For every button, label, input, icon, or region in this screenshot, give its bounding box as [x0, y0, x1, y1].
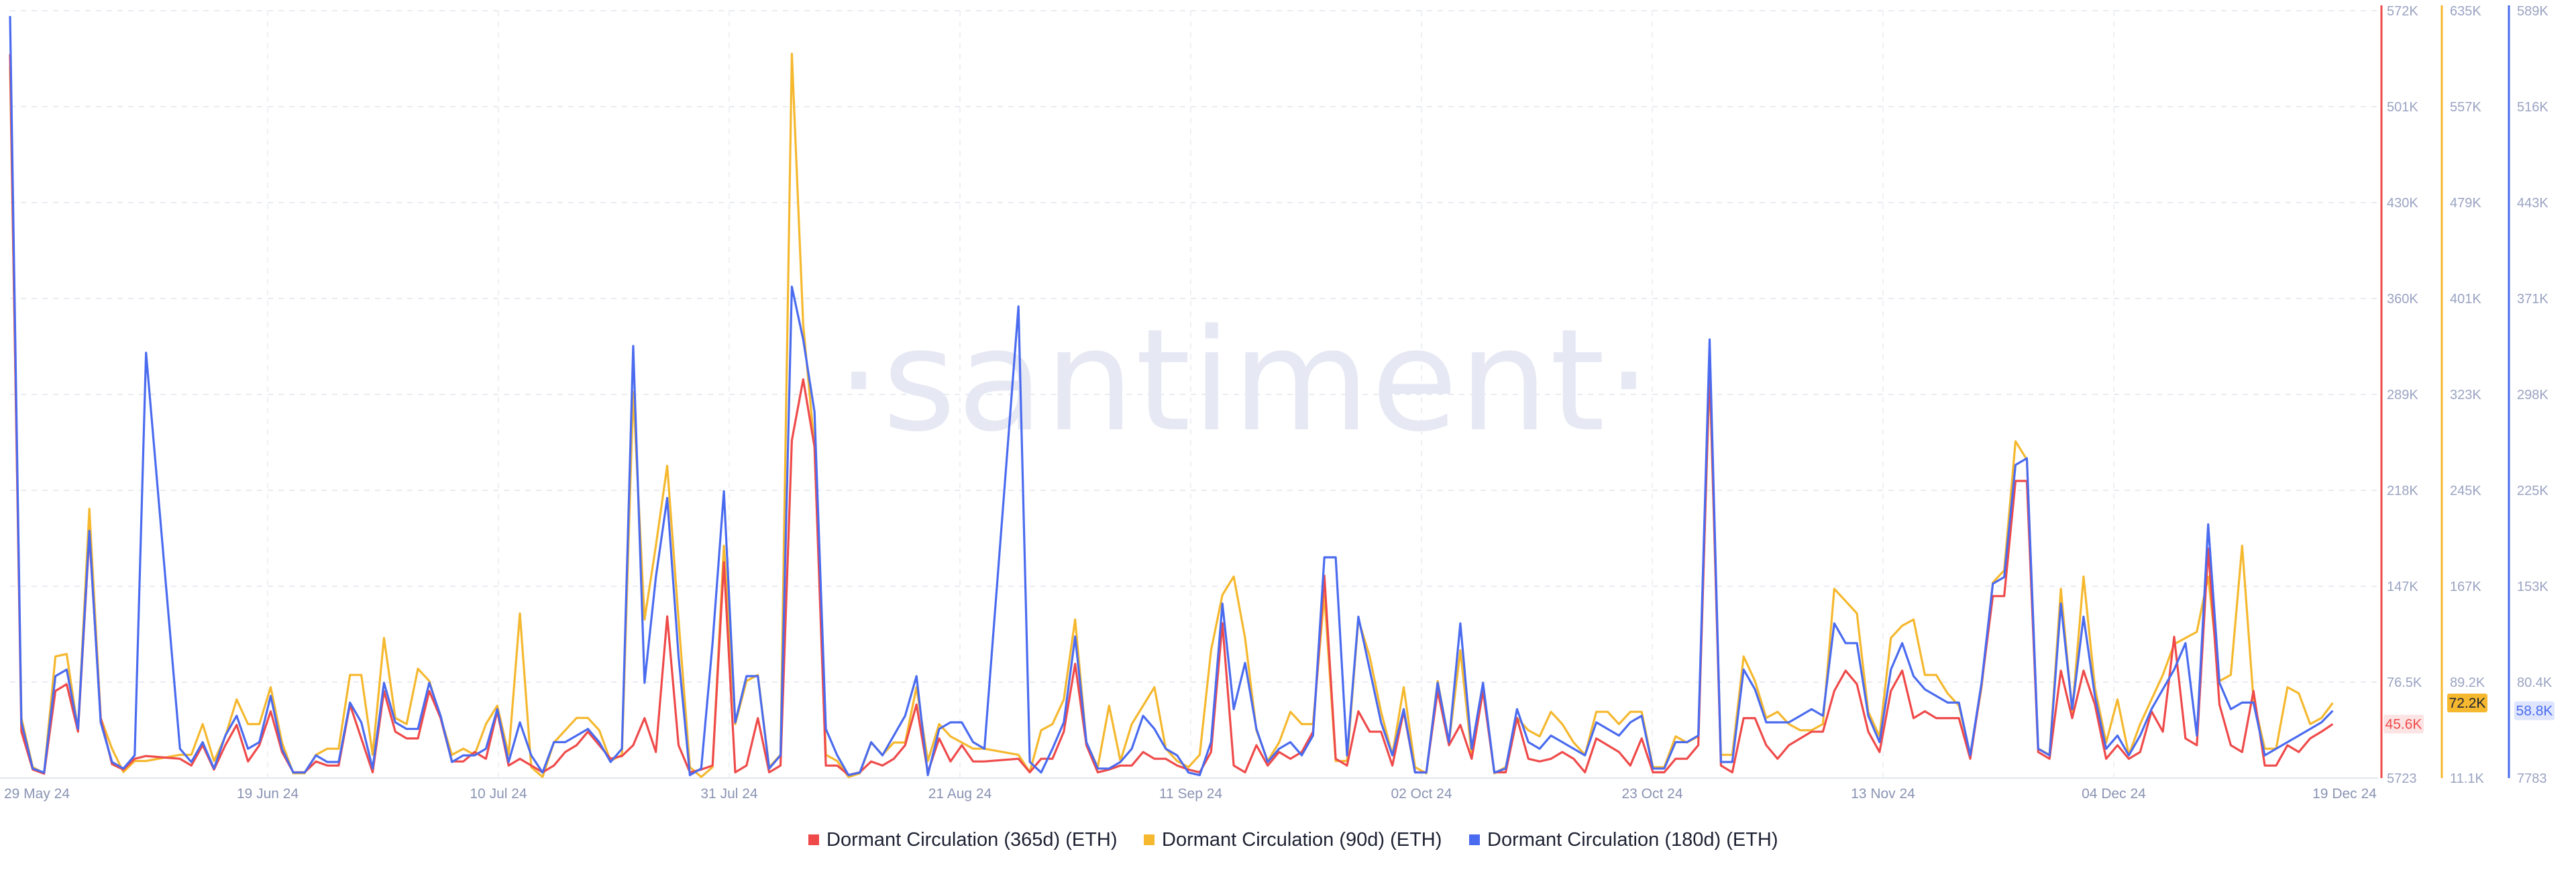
y-tick-label: 557K [2450, 100, 2481, 115]
legend-swatch [1144, 834, 1155, 845]
x-tick-label: 10 Jul 24 [470, 786, 527, 802]
y-tick-label: 218K [2387, 484, 2418, 498]
legend-swatch [808, 834, 819, 845]
y-tick-label: 430K [2387, 196, 2418, 211]
y-tick-label: 516K [2517, 100, 2548, 115]
last-value-badge [2514, 701, 2555, 720]
x-tick-label: 23 Oct 24 [1621, 786, 1682, 802]
y-tick-label: 89.2K [2450, 675, 2485, 690]
y-tick-label: 245K [2450, 484, 2481, 498]
x-tick-label: 21 Aug 24 [928, 786, 992, 802]
last-value-label: 45.6K [2385, 716, 2422, 732]
x-tick-label: 19 Jun 24 [237, 786, 299, 802]
x-tick-label: 11 Sep 24 [1159, 786, 1223, 802]
y-tick-label: 371K [2517, 292, 2548, 307]
x-tick-label: 02 Oct 24 [1391, 786, 1452, 802]
x-tick-label: 29 May 24 [4, 786, 70, 802]
y-tick-label: 401K [2450, 292, 2481, 307]
y-tick-label: 443K [2517, 196, 2548, 211]
last-value-badge [2383, 714, 2424, 734]
y-tick-label: 289K [2387, 388, 2418, 402]
y-tick-label: 589K [2517, 4, 2548, 19]
y-tick-label: 11.1K [2450, 771, 2484, 786]
y-tick-label: 635K [2450, 4, 2481, 19]
y-tick-label: 225K [2517, 484, 2548, 498]
axes: 29 May 24 19 Jun 24 10 Jul 24 31 Jul 24 21 A… [4, 4, 2553, 802]
x-tick-label: 04 Dec 24 [2082, 786, 2146, 802]
series-line [9, 15, 2334, 777]
series-layer [9, 15, 2334, 778]
legend-label: Dormant Circulation (365d) (ETH) [826, 829, 1118, 851]
legend-swatch [1469, 834, 1480, 845]
grid [0, 10, 2378, 779]
legend: Dormant Circulation (365d) (ETH) Dormant … [808, 829, 1778, 851]
x-tick-label: 13 Nov 24 [1851, 786, 1915, 802]
x-tick-label: 31 Jul 24 [700, 786, 758, 802]
last-value-badge [2447, 693, 2487, 712]
x-tick-label: 19 Dec 24 [2312, 786, 2377, 802]
y-tick-label: 323K [2450, 388, 2481, 402]
value-badges: 45.6K 72.2K 58.8K [2383, 693, 2555, 734]
series-line [9, 54, 2334, 776]
y-tick-label: 298K [2517, 388, 2548, 402]
y-tick-label: 479K [2450, 196, 2481, 211]
watermark: ·santiment· [837, 298, 1653, 463]
y-tick-label: 5723 [2387, 771, 2417, 786]
y-tick-label: 572K [2387, 4, 2418, 19]
last-value-label: 58.8K [2516, 704, 2553, 719]
y-tick-label: 76.5K [2387, 675, 2422, 690]
y-tick-label: 153K [2517, 580, 2548, 594]
y-tick-label: 167K [2450, 580, 2481, 594]
last-value-label: 72.2K [2449, 696, 2486, 711]
y-tick-label: 7783 [2517, 771, 2547, 786]
y-tick-label: 147K [2387, 580, 2418, 594]
legend-label: Dormant Circulation (180d) (ETH) [1487, 829, 1778, 851]
series-line [9, 52, 2334, 778]
y-tick-label: 80.4K [2517, 675, 2553, 690]
y-tick-label: 501K [2387, 100, 2418, 115]
legend-label: Dormant Circulation (90d) (ETH) [1162, 829, 1442, 851]
y-tick-label: 360K [2387, 292, 2418, 307]
